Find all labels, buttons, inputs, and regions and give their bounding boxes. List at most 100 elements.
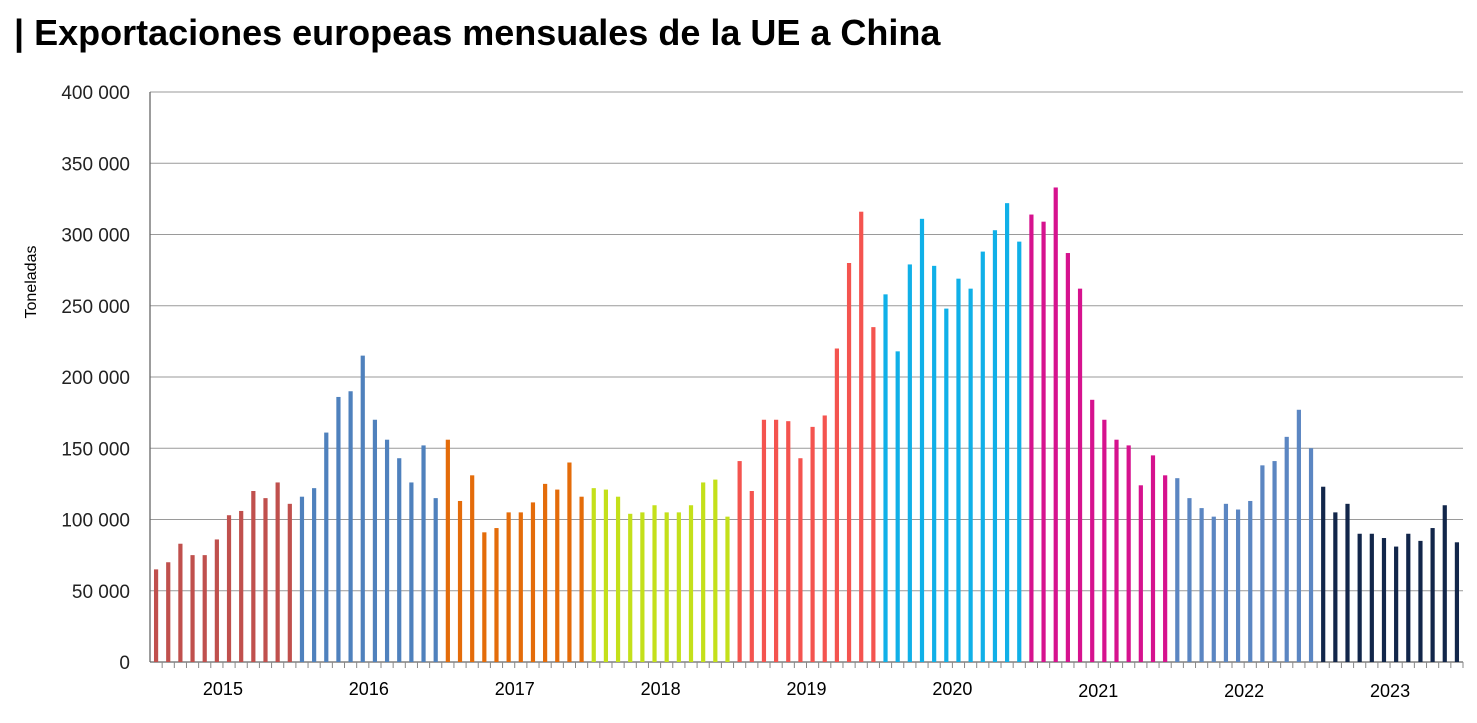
bar-2017 [457,500,463,662]
bar-2023 [1345,503,1350,662]
bar-2016 [312,488,317,662]
bar-2015 [190,555,195,662]
bar-2019 [774,419,779,662]
y-tick-label: 0 [119,653,130,674]
bar-2017 [482,532,487,662]
bar-2021 [1150,455,1156,662]
bar-2022 [1284,436,1289,662]
bar-2020 [907,264,912,662]
bar-2017 [494,528,499,662]
bar-2020 [1017,241,1022,662]
bar-2015 [214,539,219,662]
bar-2022 [1223,503,1229,662]
bar-2019 [798,458,803,662]
bar-2019 [761,419,767,662]
x-tick-label-year: 2021 [1078,681,1118,701]
bar-2019 [859,211,864,662]
bar-2022 [1308,448,1314,662]
bar-2015 [275,482,280,662]
bar-2016 [324,432,329,662]
bar-2020 [980,251,985,662]
bar-2020 [956,278,961,662]
bar-2015 [263,498,268,662]
bar-2017 [579,496,584,662]
x-tick-label-year: 2019 [786,679,826,699]
bar-2015 [226,515,232,662]
bar-2015 [166,562,171,662]
bar-2015 [239,510,244,662]
bar-2020 [968,288,973,662]
bar-2017 [445,439,450,662]
bar-2020 [883,294,888,662]
bar-2015 [251,491,256,662]
x-tick-label-year: 2022 [1224,681,1264,701]
x-tick-label-year: 2023 [1370,681,1410,701]
bar-2016 [336,396,341,662]
x-tick-label-year: 2016 [349,679,389,699]
gridlines [149,91,1463,663]
bar-2018 [615,496,621,662]
bar-2016 [421,445,426,662]
bar-2020 [944,308,949,662]
bar-2022 [1260,465,1265,662]
bar-2022 [1175,478,1180,662]
bar-2023 [1321,486,1326,662]
bar-2021 [1077,288,1083,662]
bar-2023 [1381,538,1387,662]
bar-2020 [992,230,998,662]
bar-2023 [1418,540,1423,662]
bar-2019 [737,461,742,662]
bar-2017 [506,512,511,662]
y-tick-label: 150 000 [61,439,130,460]
bar-2021 [1126,445,1131,662]
bar-2019 [786,421,791,662]
bar-2017 [567,462,572,662]
bar-2022 [1248,500,1253,662]
bar-2017 [530,502,536,662]
bar-2018 [676,512,681,662]
y-tick-label: 300 000 [61,226,130,247]
bar-2021 [1138,485,1143,662]
bar-2019 [822,415,827,662]
bar-2023 [1406,533,1411,662]
bar-2015 [202,555,207,662]
bar-2018 [628,513,633,662]
bar-2019 [846,263,852,662]
x-tick-label-year: 2017 [495,679,535,699]
y-tick-label: 350 000 [61,154,130,175]
bar-2021 [1053,187,1058,662]
bar-2021 [1102,419,1107,662]
bar-2016 [299,496,305,662]
bar-2022 [1272,461,1277,662]
bar-2016 [372,419,378,662]
x-tick-label-year: 2015 [203,679,243,699]
y-axis-tick-labels: 0 50 000 100 000 150 000 200 000 250 000 300 0… [61,83,130,674]
bar-2019 [810,426,815,662]
bar-2017 [543,483,548,662]
bar-2021 [1163,475,1168,662]
x-tick-label-year: 2018 [641,679,681,699]
bar-2021 [1114,439,1119,662]
bar-2016 [397,458,402,662]
bar-2016 [409,482,414,662]
y-tick-label: 200 000 [61,368,130,389]
bar-2018 [725,516,730,662]
bar-2018 [688,505,694,662]
bar-2018 [640,512,645,662]
bar-2016 [384,439,390,662]
bar-2019 [834,348,839,662]
bar-2019 [871,327,876,662]
chart-title: | Exportaciones europeas mensuales de la… [14,12,941,53]
bar-2021 [1090,399,1095,662]
bar-2015 [287,503,292,662]
bar-2021 [1029,214,1034,663]
bar-2022 [1235,509,1241,662]
bar-2017 [555,489,560,662]
bar-2018 [591,488,596,662]
bar-2018 [652,505,657,662]
y-tick-label: 400 000 [61,83,130,104]
bar-2023 [1369,533,1374,662]
bar-2016 [360,355,365,662]
y-tick-label: 250 000 [61,297,130,318]
